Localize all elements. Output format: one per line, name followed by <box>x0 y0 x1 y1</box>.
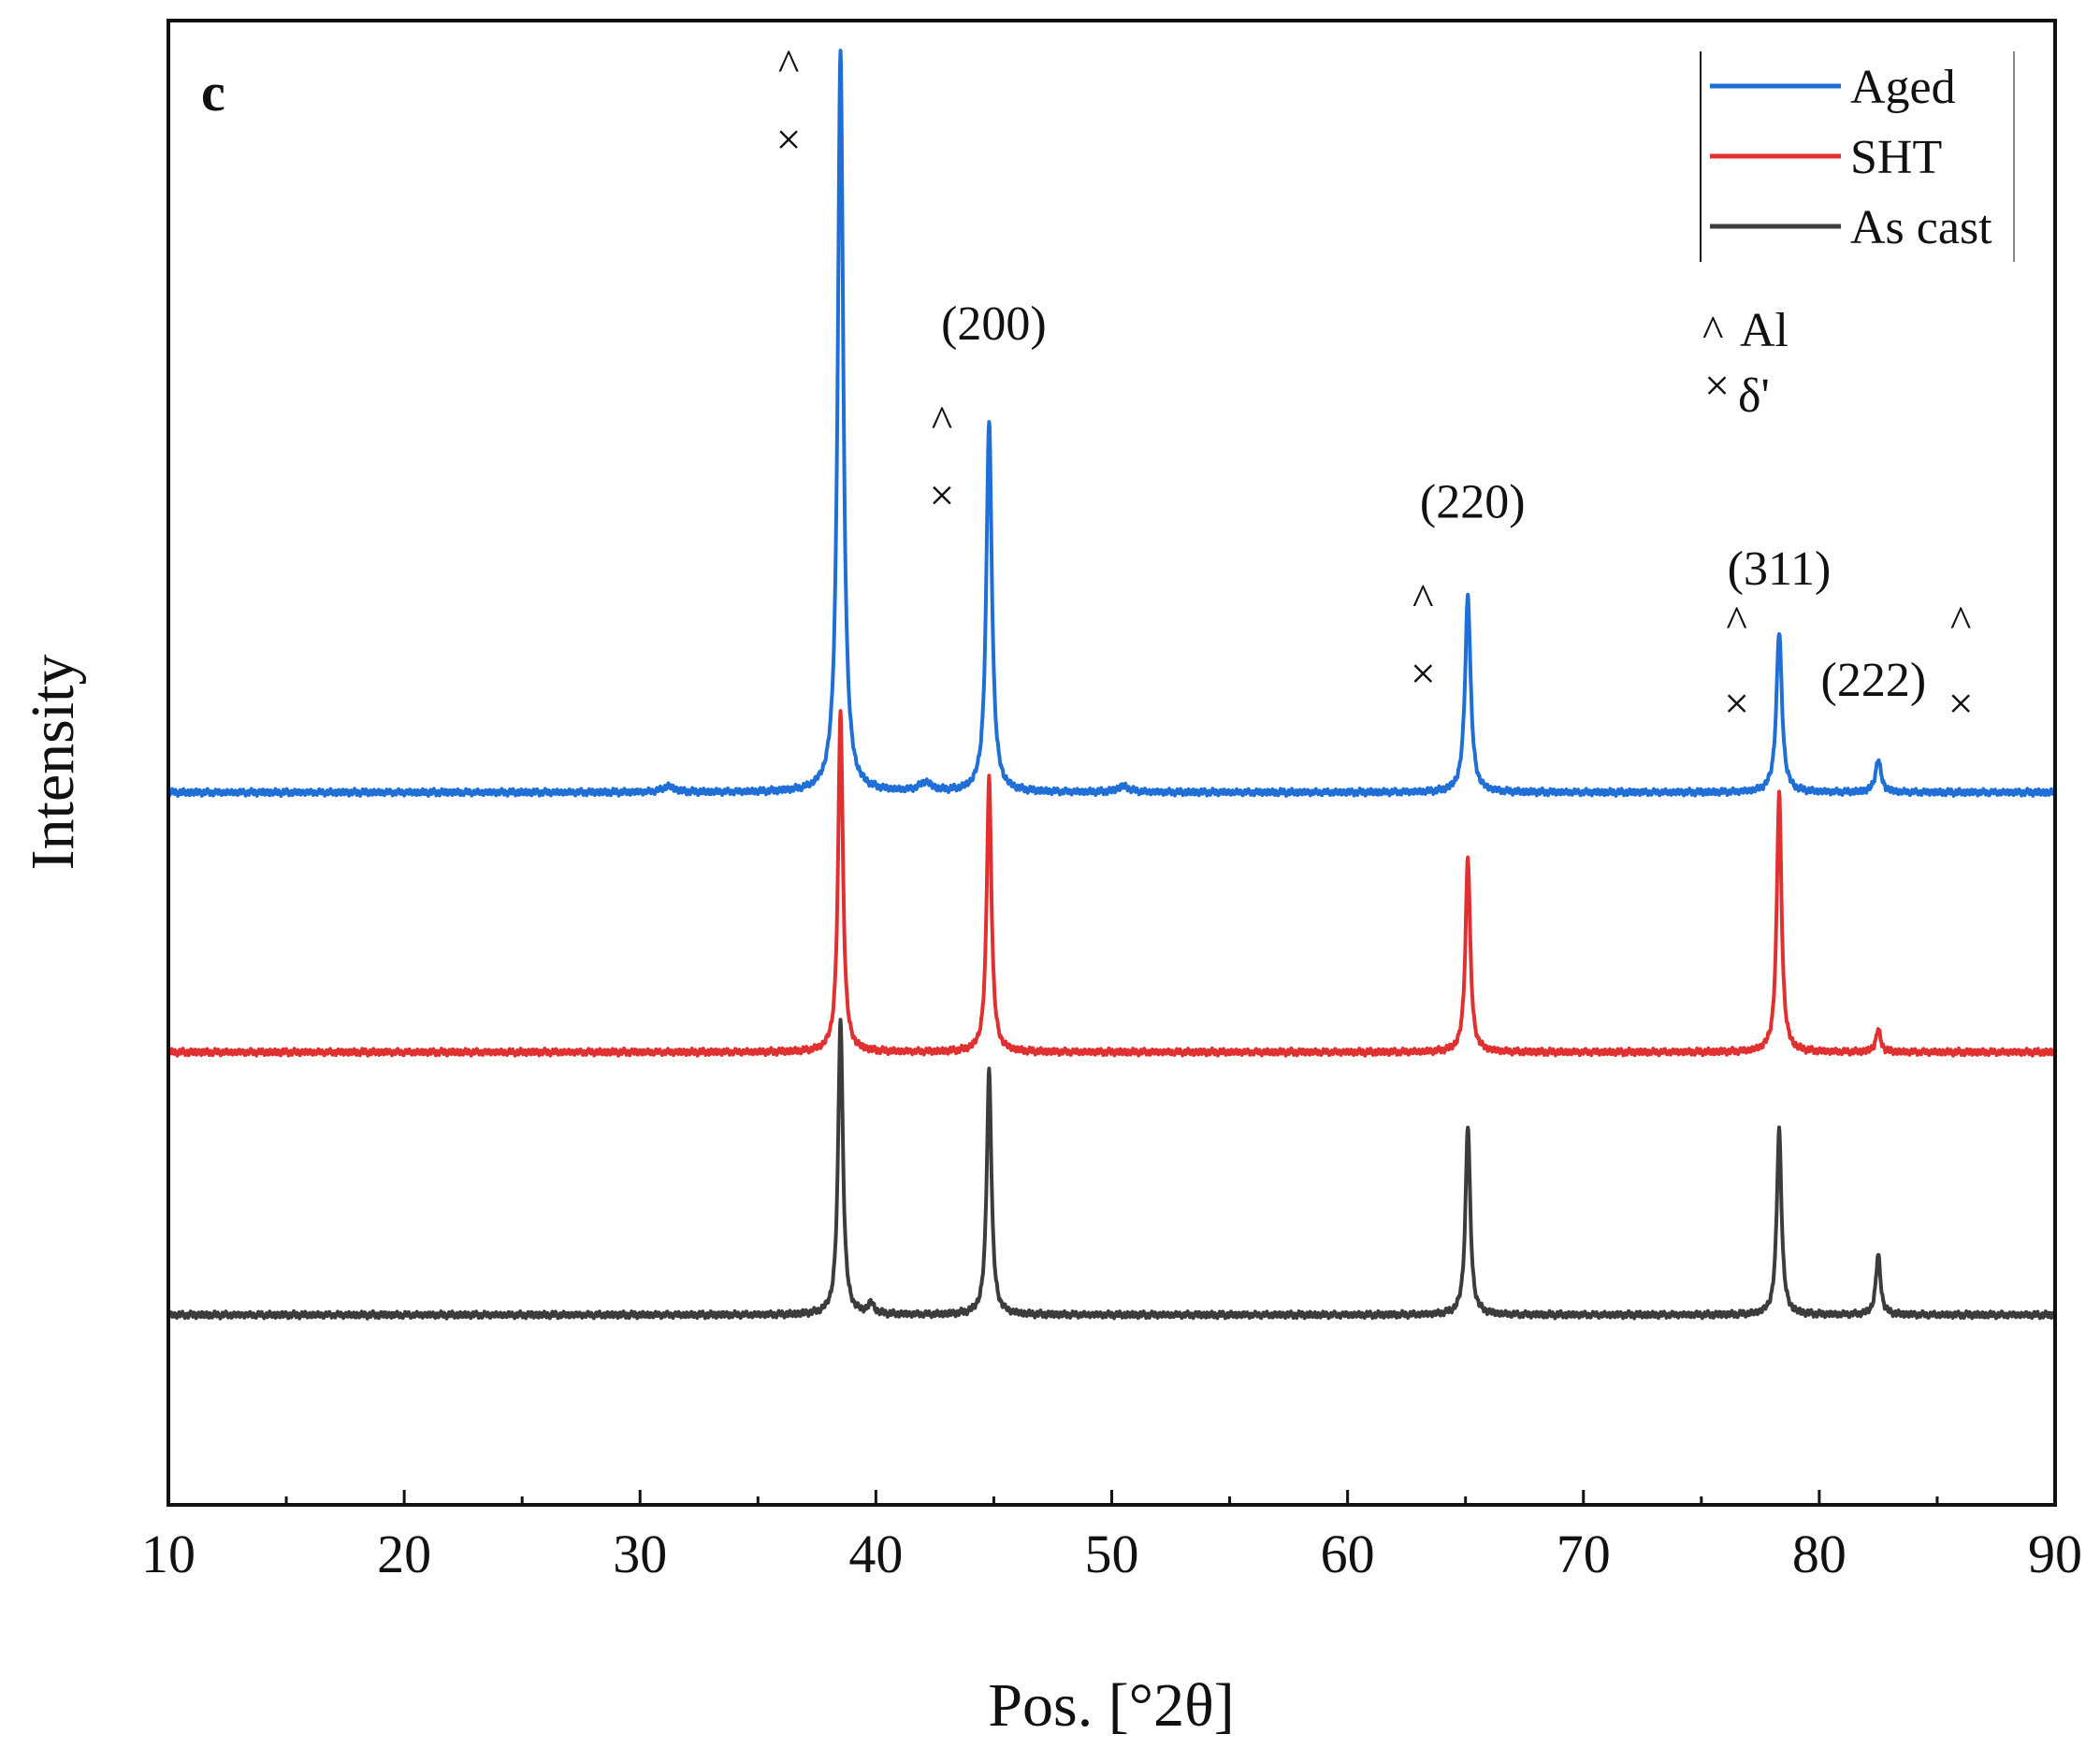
x-tick-label: 50 <box>1085 1524 1139 1584</box>
series-line-as-cast <box>167 1018 2057 1321</box>
al-marker: ^ <box>1950 598 1972 647</box>
delta-marker: × <box>1724 679 1749 729</box>
al-marker: ^ <box>932 397 953 446</box>
x-tick-label: 40 <box>848 1524 903 1584</box>
series-line-sht <box>167 709 2057 1058</box>
y-axis-title: Intensity <box>19 655 87 871</box>
phase-key-name-delta: δ' <box>1738 369 1770 423</box>
peak-label: (222) <box>1821 654 1927 707</box>
phase-key-symbol-al: ^ <box>1702 307 1724 356</box>
delta-marker: × <box>1948 679 1974 729</box>
x-tick-label: 80 <box>1792 1524 1847 1584</box>
legend-label-as-cast: As cast <box>1850 201 1992 254</box>
x-tick-label: 60 <box>1321 1524 1375 1584</box>
x-tick-label: 20 <box>377 1524 431 1584</box>
x-tick-label: 70 <box>1557 1524 1611 1584</box>
x-tick-label: 90 <box>2028 1524 2082 1584</box>
x-axis: 10 20 30 40 50 60 70 80 90 <box>141 1490 2082 1584</box>
series-layer <box>167 49 2057 1321</box>
legend-label-aged: Aged <box>1850 61 1956 114</box>
series-line-aged <box>167 49 2057 799</box>
delta-marker: × <box>929 471 954 521</box>
phase-key: ^ Al × δ' <box>1702 304 1789 423</box>
al-marker: ^ <box>778 40 800 90</box>
x-tick-label: 30 <box>613 1524 667 1584</box>
peak-label: (220) <box>1420 476 1526 529</box>
phase-key-symbol-delta: × <box>1704 361 1730 411</box>
al-marker: ^ <box>1412 575 1434 625</box>
peak-label: (311) <box>1728 542 1832 596</box>
peak-label: (200) <box>941 297 1047 351</box>
panel-label: c <box>201 62 225 123</box>
legend-label-sht: SHT <box>1850 131 1942 184</box>
phase-key-name-al: Al <box>1740 304 1789 357</box>
legend: Aged SHT As cast <box>1700 51 2015 262</box>
delta-marker: × <box>1411 649 1436 699</box>
al-marker: ^ <box>1726 598 1747 647</box>
x-tick-label: 10 <box>141 1524 196 1584</box>
x-axis-title: Pos. [°2θ] <box>988 1671 1234 1740</box>
peak-annotations: (111)^×(200)^×(220)^×(311)^×(222)^× <box>776 40 1974 729</box>
delta-marker: × <box>776 115 802 165</box>
